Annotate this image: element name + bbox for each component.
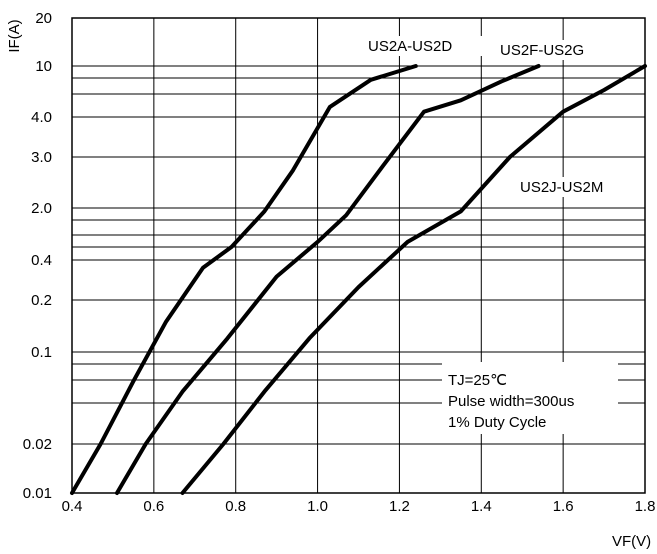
series-label-background (516, 177, 634, 197)
y-tick-label: 2.0 (31, 200, 52, 217)
x-tick-label: 1.8 (635, 498, 656, 515)
series-line-2 (115, 64, 541, 495)
x-axis-label: VF(V) (612, 533, 651, 550)
series-label: US2F-US2G (500, 42, 584, 59)
plot-frame (71, 17, 646, 494)
x-tick-label: 1.2 (389, 498, 410, 515)
y-tick-label: 0.1 (31, 344, 52, 361)
x-tick-label: 1.4 (471, 498, 492, 515)
series-label-background (364, 36, 482, 56)
annotation-background (442, 362, 618, 434)
annotation-duty-cycle: 1% Duty Cycle (448, 414, 546, 431)
x-tick-label: 0.4 (62, 498, 83, 515)
annotation-temperature: TJ=25℃ (448, 372, 507, 389)
y-tick-label: 10 (35, 58, 52, 75)
annotation-pulse-width: Pulse width=300us (448, 393, 574, 410)
series-label: US2A-US2D (368, 38, 452, 55)
vertical-grid (71, 18, 646, 493)
series-label-layer: US2A-US2D US2F-US2G US2J-US2M (364, 36, 634, 197)
y-tick-label: 0.02 (23, 436, 52, 453)
y-tick-label: 20 (35, 10, 52, 27)
y-tick-labels: 0.01 0.02 0.1 0.2 0.4 2.0 3.0 4.0 10 20 (23, 10, 52, 502)
y-axis-label: IF(A) (6, 19, 23, 52)
y-tick-label: 0.01 (23, 485, 52, 502)
x-tick-label: 1.6 (553, 498, 574, 515)
series-line-3 (180, 64, 647, 495)
y-tick-label: 3.0 (31, 149, 52, 166)
series-label-background (496, 40, 614, 60)
series-line-1 (70, 64, 418, 495)
x-tick-labels: 0.4 0.6 0.8 1.0 1.2 1.4 1.6 1.8 (62, 498, 656, 515)
series-layer (70, 64, 647, 495)
y-tick-label: 0.2 (31, 292, 52, 309)
x-tick-label: 0.8 (225, 498, 246, 515)
series-label: US2J-US2M (520, 179, 603, 196)
x-tick-label: 1.0 (307, 498, 328, 515)
y-tick-label: 0.4 (31, 252, 52, 269)
y-tick-label: 4.0 (31, 109, 52, 126)
x-tick-label: 0.6 (143, 498, 164, 515)
